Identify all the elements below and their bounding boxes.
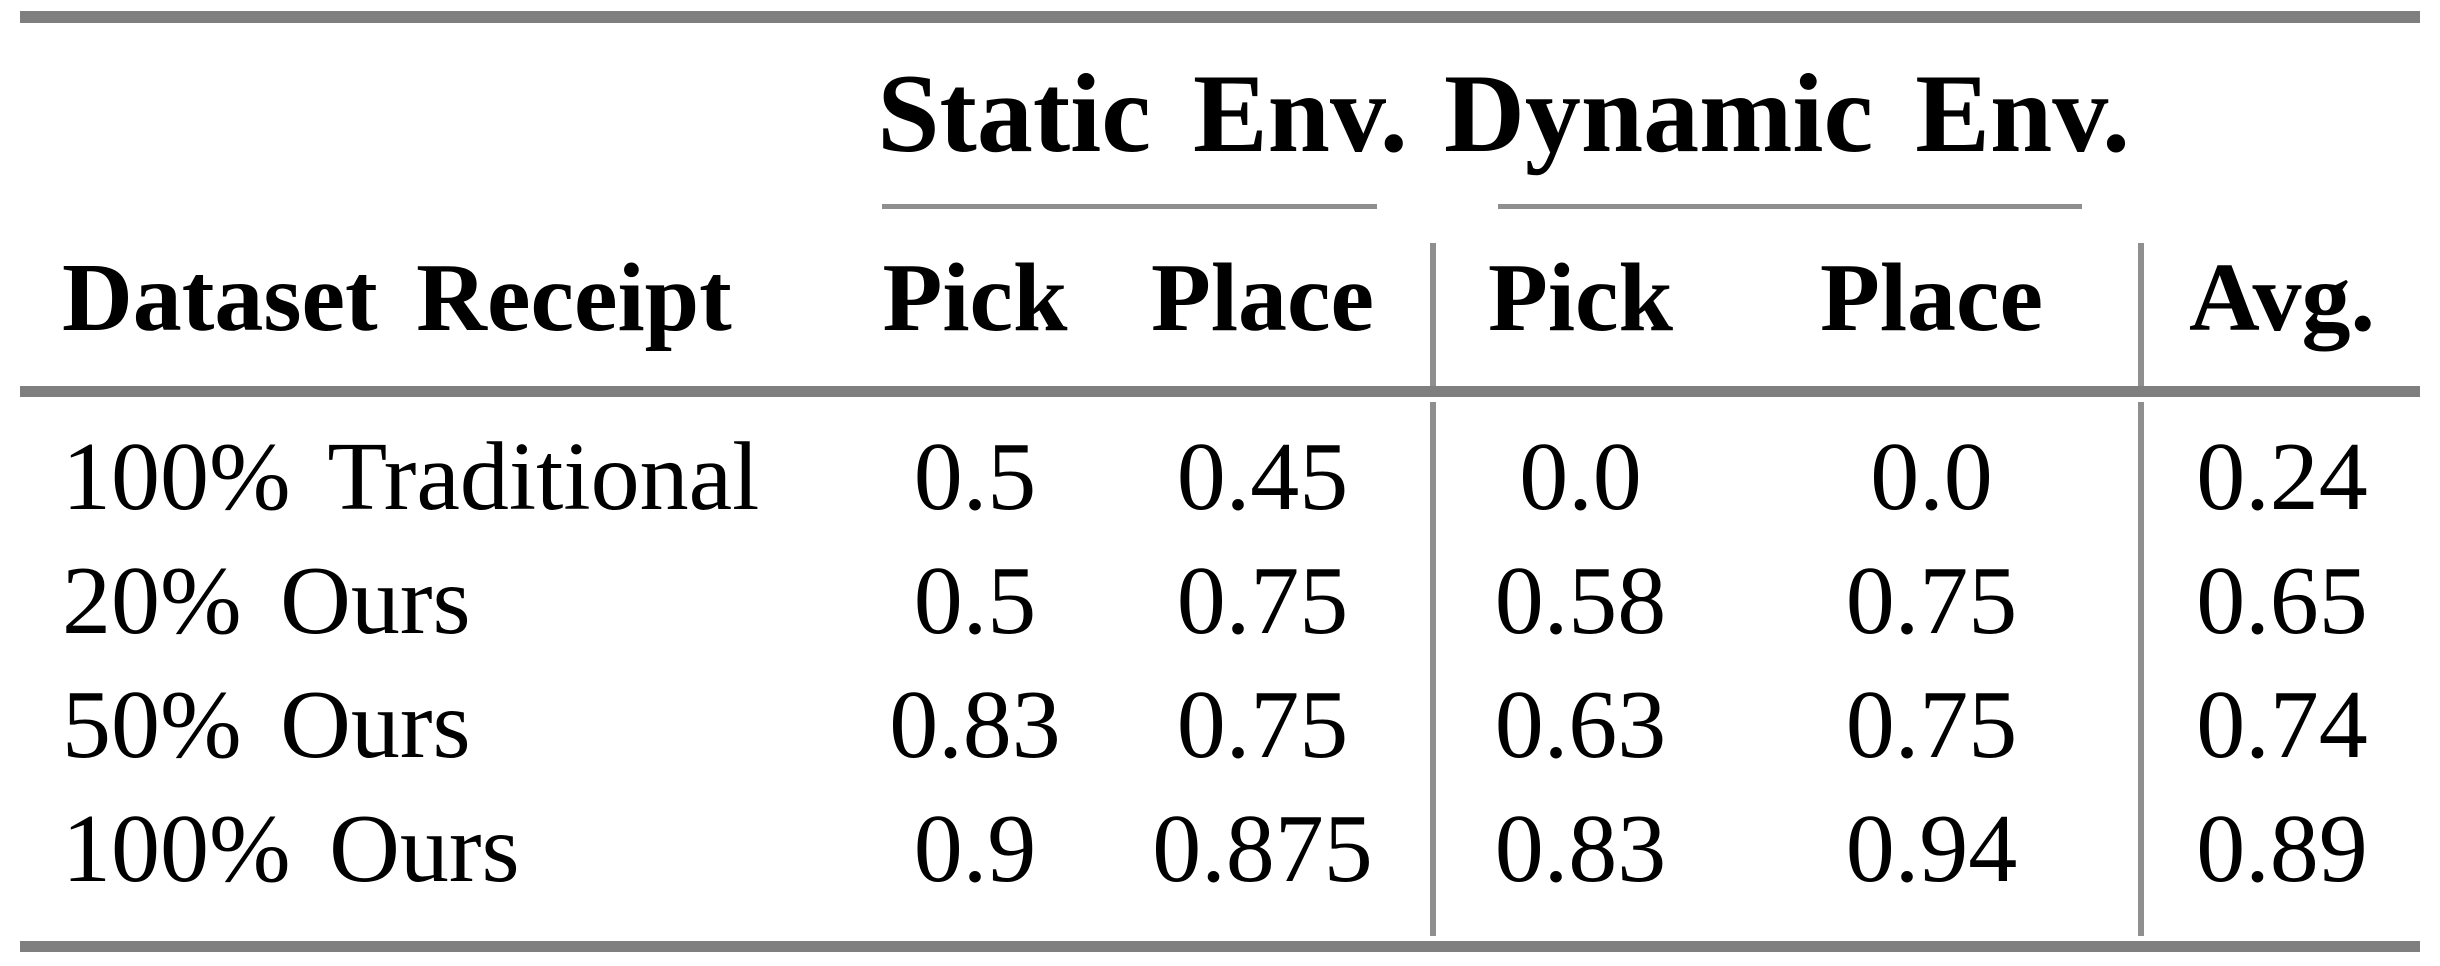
table-top-rule [20, 11, 2420, 23]
vertical-divider-1-header-segment [1430, 243, 1436, 386]
group-header-dynamic-env: Dynamic Env. [1443, 51, 2131, 176]
value-dynamic-place: 0.75 [1845, 671, 2018, 779]
vertical-divider-1-body-segment [1430, 402, 1436, 936]
group-header-static-env: Static Env. [877, 51, 1408, 176]
value-static-place: 0.875 [1152, 795, 1373, 903]
value-dynamic-place: 0.75 [1845, 547, 2018, 655]
table-bottom-rule [20, 941, 2420, 952]
value-dynamic-pick: 0.83 [1494, 795, 1667, 903]
value-static-pick: 0.83 [889, 671, 1061, 779]
value-static-place: 0.75 [1176, 671, 1349, 779]
results-table: Static Env. Dynamic Env. Dataset Receipt… [20, 0, 2420, 966]
value-static-pick: 0.9 [913, 795, 1037, 903]
value-avg: 0.74 [2196, 671, 2368, 779]
value-static-pick: 0.5 [913, 423, 1037, 531]
static-env-cmidrule [882, 204, 1377, 209]
value-avg: 0.24 [2196, 423, 2368, 531]
column-header-dynamic-place: Place [1819, 244, 2044, 352]
column-header-avg: Avg. [2189, 244, 2375, 352]
value-dynamic-pick: 0.63 [1494, 671, 1667, 779]
value-dynamic-pick: 0.0 [1519, 423, 1642, 531]
column-header-static-place: Place [1150, 244, 1375, 352]
vertical-divider-2-body-segment [2138, 402, 2144, 936]
value-dynamic-place: 0.94 [1845, 795, 2018, 903]
column-header-dynamic-pick: Pick [1487, 244, 1674, 352]
value-static-place: 0.45 [1176, 423, 1349, 531]
vertical-divider-2-header-segment [2138, 243, 2144, 386]
row-label: 20% Ours [62, 547, 471, 655]
value-avg: 0.89 [2196, 795, 2368, 903]
value-static-place: 0.75 [1176, 547, 1349, 655]
value-static-pick: 0.5 [913, 547, 1037, 655]
row-label: 50% Ours [62, 671, 471, 779]
row-label: 100% Traditional [62, 423, 760, 531]
row-label: 100% Ours [62, 795, 520, 903]
value-dynamic-pick: 0.58 [1494, 547, 1667, 655]
value-avg: 0.65 [2196, 547, 2368, 655]
dynamic-env-cmidrule [1498, 204, 2082, 209]
column-header-dataset-receipt: Dataset Receipt [62, 244, 732, 352]
value-dynamic-place: 0.0 [1870, 423, 1993, 531]
column-header-static-pick: Pick [882, 244, 1068, 352]
table-header-rule [20, 386, 2420, 397]
